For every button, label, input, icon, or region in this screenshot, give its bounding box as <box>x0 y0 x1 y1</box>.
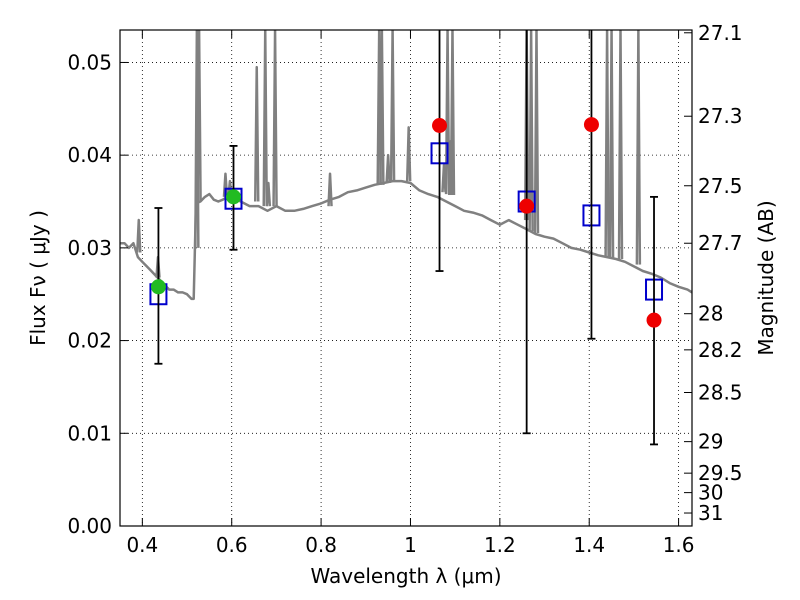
y-tick-label: 0.02 <box>67 329 112 353</box>
emission-line-spike <box>262 30 268 207</box>
emission-line-spike <box>253 65 260 202</box>
magnitude-tick-label: 31 <box>698 501 723 525</box>
x-tick-label: 0.4 <box>126 533 158 557</box>
emission-line-spike <box>635 30 642 265</box>
emission-line-spike <box>617 30 624 260</box>
magnitude-tick-label: 29 <box>698 430 723 454</box>
emission-line-spike <box>449 30 456 196</box>
plot-area <box>120 30 692 301</box>
right-axis-title: Magnitude (AB) <box>754 200 778 355</box>
x-tick-label: 0.6 <box>216 533 248 557</box>
y-axis-title: Flux Fν ( μJy ) <box>26 210 50 346</box>
y-tick-label: 0.00 <box>67 514 112 538</box>
y-tick-label: 0.05 <box>67 50 112 74</box>
upper-limit-point <box>646 312 662 328</box>
magnitude-tick-label: 28.2 <box>698 338 743 362</box>
magnitude-tick-label: 28 <box>698 302 723 326</box>
magnitude-tick-label: 28.5 <box>698 380 743 404</box>
plot-frame <box>119 29 693 527</box>
emission-line-spike <box>444 30 451 195</box>
magnitude-tick-label: 27.7 <box>698 231 743 255</box>
upper-limit-point <box>432 117 448 133</box>
detection-point <box>226 189 242 205</box>
x-tick-label: 1.6 <box>663 533 695 557</box>
emission-line-spike <box>608 30 615 259</box>
emission-line-spike <box>327 172 333 207</box>
magnitude-tick-label: 30 <box>698 481 723 505</box>
emission-line-spike <box>528 30 534 232</box>
x-axis-title: Wavelength λ (μm) <box>310 564 501 588</box>
x-tick-label: 1.4 <box>573 533 605 557</box>
emission-line-spike <box>523 30 530 221</box>
axis-ticks: 0.4 0.6 0.8 1 1.2 1.4 1.6 0.00 0.01 0.02 0.03 0.04 0… <box>67 21 742 557</box>
y-tick-label: 0.01 <box>67 421 112 445</box>
emission-line-spike <box>272 30 278 207</box>
upper-limit-point <box>583 117 599 133</box>
emission-line-spike <box>389 30 396 183</box>
emission-line-spike <box>265 181 272 207</box>
model-sed-line <box>120 179 692 301</box>
upper-limit-point <box>519 198 535 214</box>
y-tick-label: 0.03 <box>67 236 112 260</box>
magnitude-tick-label: 27.3 <box>698 104 743 128</box>
detection-point <box>150 279 166 295</box>
x-tick-label: 0.8 <box>305 533 337 557</box>
emission-line-spike <box>136 218 142 253</box>
emission-line-spike <box>385 153 391 184</box>
magnitude-tick-label: 27.5 <box>698 174 743 198</box>
emission-line-spike <box>405 126 412 182</box>
emission-line-spike <box>379 30 385 185</box>
magnitude-tick-label: 29.5 <box>698 461 743 485</box>
emission-line-spike <box>604 30 610 258</box>
emission-line-spike <box>533 30 540 234</box>
emission-line-spike <box>196 30 202 202</box>
x-tick-label: 1.2 <box>484 533 516 557</box>
x-tick-label: 1 <box>404 533 417 557</box>
markers <box>149 30 664 446</box>
y-tick-label: 0.04 <box>67 143 112 167</box>
magnitude-tick-label: 27.1 <box>698 21 743 45</box>
